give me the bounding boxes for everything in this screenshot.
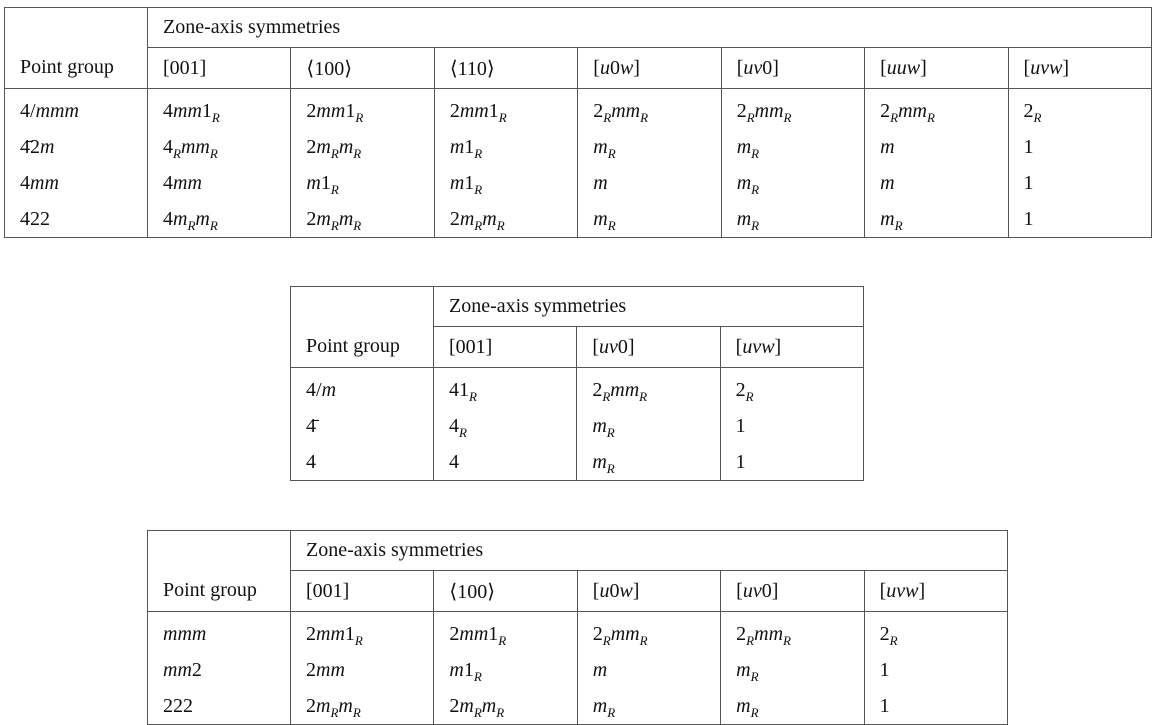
symmetry-cell: 2mm	[289, 652, 434, 688]
col-header: [001]	[289, 570, 434, 612]
zone-axis-header: Zone-axis symmetries	[433, 286, 864, 327]
col-header: [uv0]	[576, 326, 721, 368]
table-tetragonal-low: Zone-axis symmetries Point group [001] […	[290, 286, 865, 481]
corner-cell	[290, 286, 434, 327]
symmetry-cell: 4RmmR	[146, 129, 291, 165]
point-group-header: Point group	[290, 326, 434, 368]
col-header: [001]	[432, 326, 577, 368]
symmetry-cell: m1R	[433, 652, 578, 688]
table-row: 4̄ 4R mR 1	[290, 408, 865, 444]
point-group-header: Point group	[147, 570, 291, 612]
symmetry-cell: 1	[1007, 129, 1152, 165]
symmetry-cell: m	[864, 129, 1009, 165]
zone-axis-header: Zone-axis symmetries	[290, 530, 1008, 571]
table-row: 4/m 41R 2RmmR 2R	[290, 367, 865, 408]
symmetry-cell: mR	[577, 201, 722, 238]
symmetry-cell: 1	[1007, 201, 1152, 238]
symmetry-cell: m1R	[433, 165, 578, 201]
symmetry-cell: 2mm1R	[433, 611, 578, 652]
col-header: [uuw]	[864, 47, 1009, 89]
point-group-cell: 4/m	[290, 367, 434, 408]
col-header: [uv0]	[720, 47, 865, 89]
symmetry-cell: m1R	[290, 165, 435, 201]
symmetry-cell: 1	[863, 652, 1009, 688]
col-header: [u0w]	[576, 570, 721, 612]
col-header: ⟨100⟩	[290, 47, 435, 89]
col-header: [uv0]	[720, 570, 865, 612]
symmetry-cell: 2RmmR	[576, 367, 721, 408]
symmetry-cell: m	[576, 652, 721, 688]
point-group-cell: 4mm	[4, 165, 148, 201]
symmetry-cell: 2mm1R	[433, 88, 578, 129]
symmetry-cell: mR	[720, 129, 865, 165]
symmetry-cell: 2RmmR	[577, 88, 722, 129]
symmetry-cell: 4mm	[146, 165, 291, 201]
symmetry-cell: 2mm1R	[289, 611, 434, 652]
point-group-cell: 4/mmm	[4, 88, 148, 129]
corner-cell	[4, 7, 148, 48]
symmetry-cell: mR	[720, 688, 865, 725]
zone-axis-header: Zone-axis symmetries	[147, 7, 1152, 48]
symmetry-cell: mR	[720, 652, 865, 688]
symmetry-cell: 2mRmR	[290, 129, 435, 165]
symmetry-cell: 4mm1R	[146, 88, 291, 129]
symmetry-cell: mR	[864, 201, 1009, 238]
table-row: 4mm 4mm m1R m1R m mR m 1	[4, 165, 1152, 201]
symmetry-cell: mR	[576, 444, 721, 481]
point-group-cell: 4̄2m	[4, 129, 148, 165]
table-row: 4̄2m 4RmmR 2mRmR m1R mR mR m 1	[4, 129, 1152, 165]
col-header: [001]	[146, 47, 291, 89]
symmetry-cell: 4mRmR	[146, 201, 291, 238]
symmetry-cell: m1R	[433, 129, 578, 165]
symmetry-cell: mR	[576, 688, 721, 725]
col-header: [uvw]	[1007, 47, 1152, 89]
symmetry-cell: 2mRmR	[289, 688, 434, 725]
symmetry-cell: 2RmmR	[720, 611, 865, 652]
point-group-header: Point group	[4, 47, 148, 89]
table-row: 4 4 mR 1	[290, 444, 865, 481]
table-tetragonal-holohedral: Zone-axis symmetries Point group [001] ⟨…	[4, 7, 1152, 238]
symmetry-cell: 1	[719, 444, 865, 481]
point-group-cell: 222	[147, 688, 291, 725]
symmetry-cell: mR	[577, 129, 722, 165]
symmetry-cell: 2R	[863, 611, 1009, 652]
col-header: [u0w]	[577, 47, 722, 89]
symmetry-cell: 2RmmR	[864, 88, 1009, 129]
col-header: ⟨110⟩	[433, 47, 578, 89]
symmetry-cell: m	[577, 165, 722, 201]
symmetry-cell: m	[864, 165, 1009, 201]
symmetry-cell: mR	[720, 201, 865, 238]
symmetry-cell: 4	[432, 444, 577, 481]
symmetry-cell: 1	[1007, 165, 1152, 201]
symmetry-cell: 4R	[432, 408, 577, 444]
symmetry-cell: mR	[720, 165, 865, 201]
table-row: 4/mmm 4mm1R 2mm1R 2mm1R 2RmmR 2RmmR 2Rmm…	[4, 88, 1152, 129]
col-header: [uvw]	[719, 326, 865, 368]
col-header: [uvw]	[863, 570, 1009, 612]
col-header: ⟨100⟩	[433, 570, 578, 612]
symmetry-cell: mR	[576, 408, 721, 444]
table-row: mmm 2mm1R 2mm1R 2RmmR 2RmmR 2R	[147, 611, 1009, 652]
symmetry-cell: 2RmmR	[720, 88, 865, 129]
symmetry-cell: 2RmmR	[576, 611, 721, 652]
corner-cell	[147, 530, 291, 571]
point-group-cell: mmm	[147, 611, 291, 652]
symmetry-cell: 2mRmR	[433, 688, 578, 725]
symmetry-cell: 2R	[1007, 88, 1152, 129]
symmetry-cell: 41R	[432, 367, 577, 408]
symmetry-cell: 2R	[719, 367, 865, 408]
symmetry-cell: 2mRmR	[290, 201, 435, 238]
point-group-cell: 422	[4, 201, 148, 238]
symmetry-cell: 2mm1R	[290, 88, 435, 129]
symmetry-cell: 1	[863, 688, 1009, 725]
table-row: mm2 2mm m1R m mR 1	[147, 652, 1009, 688]
table-row: 222 2mRmR 2mRmR mR mR 1	[147, 688, 1009, 725]
point-group-cell: 4̄	[290, 408, 434, 444]
symmetry-cell: 1	[719, 408, 865, 444]
table-row: 422 4mRmR 2mRmR 2mRmR mR mR mR 1	[4, 201, 1152, 238]
point-group-cell: mm2	[147, 652, 291, 688]
point-group-cell: 4	[290, 444, 434, 481]
symmetry-cell: 2mRmR	[433, 201, 578, 238]
table-orthorhombic: Zone-axis symmetries Point group [001] ⟨…	[147, 530, 1009, 725]
